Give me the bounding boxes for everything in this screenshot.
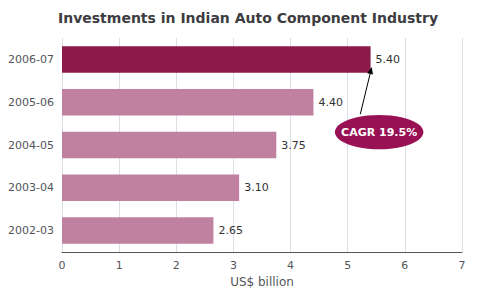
svg-text:2002-03: 2002-03 <box>8 224 54 237</box>
svg-text:2003-04: 2003-04 <box>8 181 54 194</box>
svg-text:3.10: 3.10 <box>244 181 268 194</box>
svg-text:US$ billion: US$ billion <box>230 275 294 289</box>
svg-text:3: 3 <box>230 259 237 272</box>
svg-text:3.75: 3.75 <box>281 139 306 152</box>
svg-text:6: 6 <box>401 259 408 272</box>
svg-text:Investments in Indian Auto Com: Investments in Indian Auto Component Ind… <box>58 10 438 26</box>
svg-text:2006-07: 2006-07 <box>8 53 54 66</box>
svg-text:2.65: 2.65 <box>218 224 243 237</box>
svg-text:1: 1 <box>116 259 123 272</box>
svg-text:5.40: 5.40 <box>376 53 401 66</box>
svg-text:2004-05: 2004-05 <box>8 139 54 152</box>
svg-text:2: 2 <box>173 259 180 272</box>
svg-text:4.40: 4.40 <box>318 96 343 109</box>
svg-text:4: 4 <box>287 259 294 272</box>
svg-text:5: 5 <box>344 259 351 272</box>
svg-text:7: 7 <box>459 259 466 272</box>
svg-text:2005-06: 2005-06 <box>8 96 54 109</box>
svg-text:CAGR 19.5%: CAGR 19.5% <box>341 126 417 139</box>
svg-text:0: 0 <box>59 259 66 272</box>
